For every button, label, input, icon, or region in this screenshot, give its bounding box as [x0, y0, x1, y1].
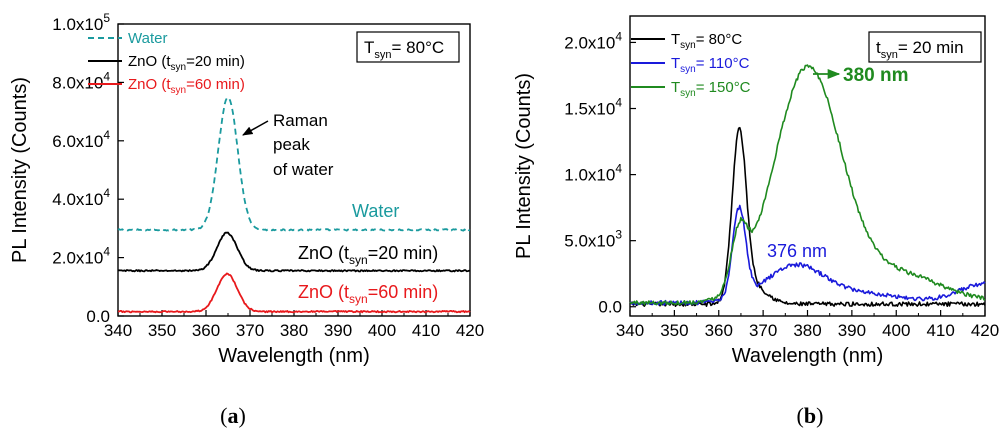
b-y-tick-label: 5.0x103 [564, 228, 622, 251]
b-caption: (b) [797, 403, 824, 428]
b-legend-110c-label: Tsyn= 110°C [671, 55, 750, 75]
b-y-tick-label: 1.0x104 [564, 162, 622, 185]
a-y-tick-label: 0.0 [86, 307, 110, 326]
b-380nm-label: 380 nm [843, 65, 908, 86]
a-x-axis-label: Wavelength (nm) [218, 345, 370, 367]
a-x-tick-label: 350 [148, 321, 176, 340]
b-y-tick-label: 1.5x104 [564, 96, 622, 119]
a-legend-zno20-label: ZnO (tsyn=20 min) [128, 53, 245, 73]
a-y-axis-label: PL Intensity (Counts) [9, 77, 31, 263]
b-x-tick-label: 400 [882, 321, 910, 340]
a-series-line-0 [117, 96, 471, 232]
b-series-group [629, 64, 986, 307]
b-x-tick-label: 350 [660, 321, 688, 340]
a-y-tick-label: 2.0x104 [52, 245, 110, 268]
b-legend-80c-label: Tsyn= 80°C [671, 31, 742, 51]
a-series-line-2 [117, 272, 471, 314]
b-376nm-label: 376 nm [767, 241, 827, 261]
b-x-axis-label: Wavelength (nm) [732, 345, 884, 367]
a-x-tick-label: 340 [104, 321, 132, 340]
a-zno60-label: ZnO (tsyn=60 min) [298, 282, 438, 306]
a-water-label: Water [352, 201, 399, 221]
b-y-axis-label: PL Intensity (Counts) [513, 73, 535, 259]
a-series-group [117, 96, 471, 314]
a-series-line-1 [117, 231, 471, 273]
b-series-line-1 [629, 204, 986, 306]
a-zno20-label: ZnO (tsyn=20 min) [298, 243, 438, 267]
a-raman-line2: peak [273, 135, 310, 154]
b-axes: 340 350 360 370 380 390 400 410 420 0.0 5.0x103 1.0… [513, 15, 999, 367]
b-x-tick-label: 420 [971, 321, 999, 340]
a-raman-line3: of water [273, 160, 334, 179]
b-legend-150c-label: Tsyn= 150°C [671, 79, 751, 99]
a-raman-line1: Raman [273, 111, 328, 130]
b-x-tick-label: 380 [793, 321, 821, 340]
a-caption: (a) [220, 403, 246, 428]
a-x-tick-label: 400 [368, 321, 396, 340]
svg-text:tsyn= 20 min: tsyn= 20 min [876, 38, 964, 61]
a-legend-zno60-label: ZnO (tsyn=60 min) [128, 76, 245, 96]
a-x-tick-label: 420 [456, 321, 484, 340]
b-x-tick-label: 390 [838, 321, 866, 340]
a-condition-tag: Tsyn= 80°C [356, 31, 460, 63]
a-legend: Water ZnO (tsyn=20 min) ZnO (tsyn=60 min… [88, 30, 245, 96]
a-x-tick-label: 410 [412, 321, 440, 340]
b-series-line-2 [629, 64, 986, 306]
a-x-tick-label: 360 [192, 321, 220, 340]
a-raman-annotation: Raman peak of water [242, 111, 334, 179]
a-y-tick-label: 6.0x104 [52, 128, 110, 151]
a-x-tick-label: 380 [280, 321, 308, 340]
b-y-tick-label: 2.0x104 [564, 29, 622, 52]
b-condition-tag: tsyn= 20 min [868, 31, 982, 63]
a-axes: 340 350 360 370 380 390 400 410 420 0.0 2.0x104 4.0… [9, 11, 484, 367]
a-y-tick-label: 4.0x104 [52, 186, 110, 209]
a-y-tick-label: 8.0x104 [52, 69, 110, 92]
panel-a: 340 350 360 370 380 390 400 410 420 0.0 2.0x104 4.0… [9, 11, 484, 428]
a-x-tick-label: 390 [324, 321, 352, 340]
svg-text:Tsyn= 80°C: Tsyn= 80°C [364, 38, 444, 61]
a-x-tick-label: 370 [236, 321, 264, 340]
b-x-tick-label: 360 [705, 321, 733, 340]
b-x-tick-label: 340 [616, 321, 644, 340]
b-x-tick-label: 410 [926, 321, 954, 340]
a-y-tick-label: 1.0x105 [52, 11, 110, 34]
panel-b: 340 350 360 370 380 390 400 410 420 0.0 5.0x103 1.0… [513, 15, 999, 428]
b-y-tick-label: 0.0 [598, 298, 622, 317]
b-legend: Tsyn= 80°C Tsyn= 110°C Tsyn= 150°C [631, 31, 751, 99]
a-legend-water-label: Water [128, 30, 167, 47]
b-x-tick-label: 370 [749, 321, 777, 340]
a-raman-arrow [242, 120, 269, 136]
